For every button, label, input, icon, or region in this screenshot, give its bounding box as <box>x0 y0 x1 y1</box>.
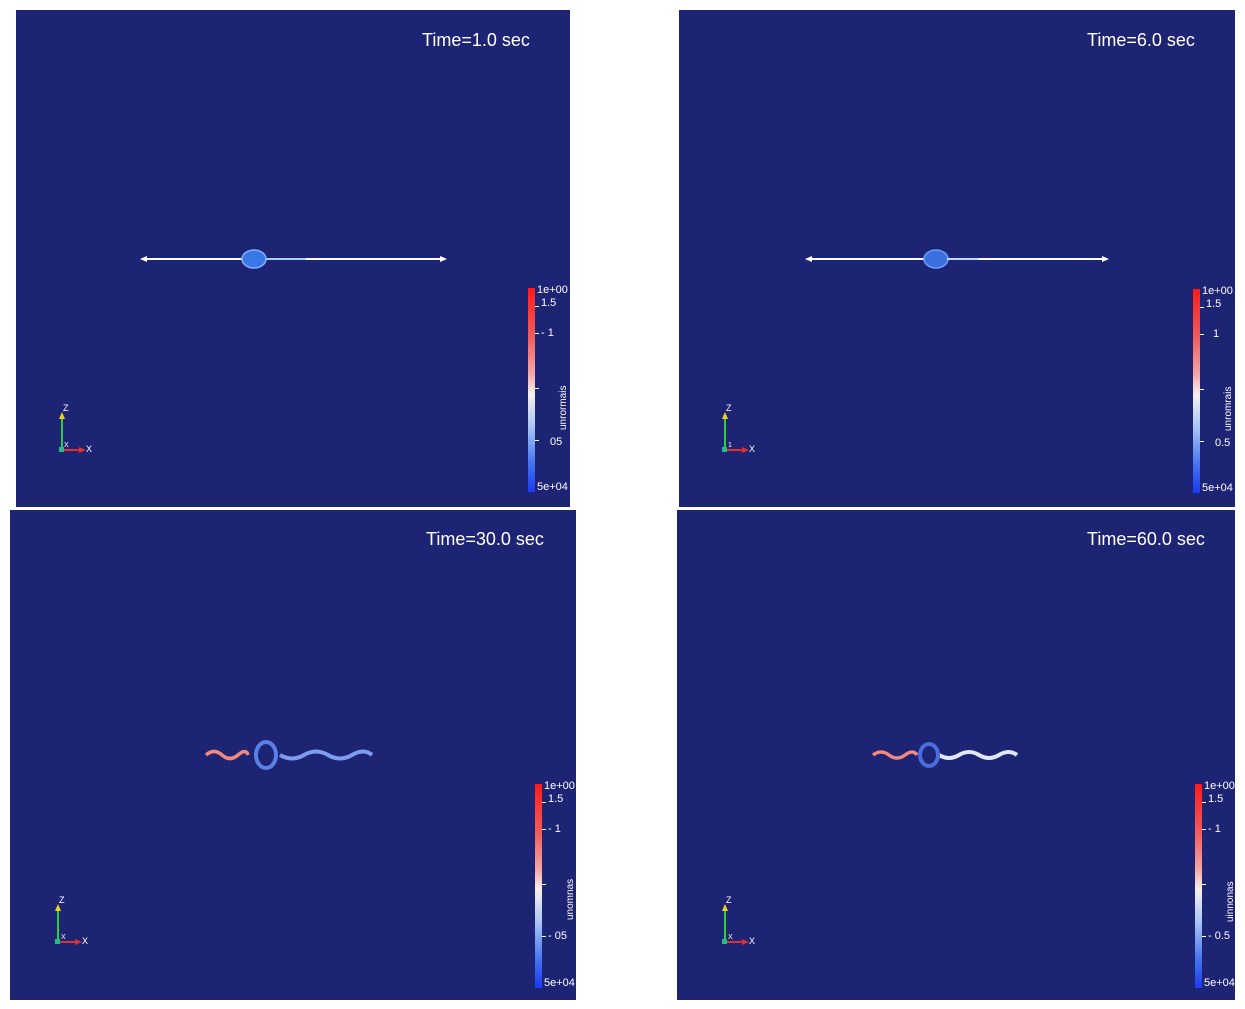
colorbar-max: 1e+00 <box>537 284 568 296</box>
time-label: Time=60.0 sec <box>1087 529 1205 549</box>
colorbar-max: 1e+00 <box>544 780 575 792</box>
axes-triad: Z X 1 <box>719 404 759 454</box>
colorbar-min: 5e+04 <box>1204 977 1235 989</box>
arrow-right <box>440 256 447 262</box>
colorbar-title: unromrais <box>1223 386 1234 431</box>
colorbar: 1e+00 1.5 - 1 05 5e+04 unrormais <box>528 284 570 498</box>
colorbar-tick: - 0.5 <box>1208 930 1231 942</box>
colorbar-gradient <box>1193 289 1200 493</box>
colorbar-tick: - 05 <box>548 930 567 942</box>
axes-triad: Z X X <box>56 404 96 454</box>
axis-z-label: Z <box>726 403 732 413</box>
colorbar-tick: 1.5 <box>541 297 557 309</box>
wave-left <box>871 750 919 760</box>
colorbar-gradient <box>528 288 535 492</box>
panel-time-1: Time=1.0 sec 1e+00 1.5 - 1 05 5e+04 unro… <box>16 10 570 507</box>
axis-x-label: X <box>749 936 756 946</box>
axes-triad: Z X X <box>719 896 759 946</box>
simulation-view <box>105 740 481 770</box>
axis-origin-label: X <box>61 934 66 941</box>
colorbar-min: 5e+04 <box>544 977 575 989</box>
colorbar-max: 1e+00 <box>1202 285 1233 297</box>
colorbar: 1e+00 1.5 - 1 - 05 5e+04 unomnas <box>535 780 576 994</box>
colorbar-gradient <box>535 784 542 988</box>
wave-right <box>937 750 1019 760</box>
wave-left <box>204 749 250 761</box>
panel-time-60: Time=60.0 sec 1e+00 1.5 - 1 - 0.5 5e+04 … <box>677 510 1235 1000</box>
colorbar-tick: - 1 <box>548 823 561 835</box>
colorbar-tick: 1.5 <box>1206 298 1222 310</box>
vortex-ring <box>918 742 940 768</box>
axis-z-label: Z <box>63 403 69 413</box>
colorbar-tick: - 1 <box>1208 823 1221 835</box>
vortex-ring <box>254 740 278 770</box>
colorbar-min: 5e+04 <box>537 481 568 493</box>
colorbar-tick: 05 <box>550 436 563 448</box>
colorbar-tick: 0.5 <box>1215 437 1231 449</box>
axis-origin-label: 1 <box>728 442 732 449</box>
arrow-left <box>805 256 812 262</box>
time-label: Time=1.0 sec <box>422 30 530 50</box>
axis-x-label: X <box>749 444 756 454</box>
axis-x-label: X <box>82 936 89 946</box>
panel-time-6: Time=6.0 sec 1e+00 1.5 1 0.5 5e+04 unrom… <box>679 10 1235 507</box>
axes-triad: Z X X <box>52 896 92 946</box>
axis-z-label: Z <box>59 895 65 905</box>
simulation-view <box>140 249 447 269</box>
colorbar-tick: 1.5 <box>1208 793 1224 805</box>
colorbar: 1e+00 1.5 1 0.5 5e+04 unromrais <box>1193 285 1235 499</box>
axis-x-label: X <box>86 444 93 454</box>
colorbar-title: unomnas <box>565 878 576 920</box>
arrow-right <box>1102 256 1109 262</box>
vortex-blob <box>241 249 267 269</box>
simulation-view <box>770 742 1142 768</box>
colorbar: 1e+00 1.5 - 1 - 0.5 5e+04 uinnonas <box>1195 780 1235 994</box>
time-label: Time=6.0 sec <box>1087 30 1195 50</box>
panel-time-30: Time=30.0 sec 1e+00 1.5 - 1 - 05 5e+04 u… <box>10 510 576 1000</box>
colorbar-title: unrormais <box>558 385 569 430</box>
colorbar-tick: 1 <box>1213 328 1220 340</box>
colorbar-title: uinnonas <box>1225 881 1235 922</box>
arrow-left <box>140 256 147 262</box>
time-label: Time=30.0 sec <box>426 529 544 549</box>
vortex-blob <box>923 249 949 269</box>
wave-right <box>278 749 374 761</box>
colorbar-gradient <box>1195 784 1202 988</box>
colorbar-max: 1e+00 <box>1204 780 1235 792</box>
colorbar-tick: - 1 <box>541 327 554 339</box>
simulation-view <box>805 249 1109 269</box>
axis-origin-label: X <box>728 934 733 941</box>
colorbar-min: 5e+04 <box>1202 482 1233 494</box>
colorbar-tick: 1.5 <box>548 793 564 805</box>
axis-z-label: Z <box>726 895 732 905</box>
axis-origin-label: X <box>64 442 69 449</box>
